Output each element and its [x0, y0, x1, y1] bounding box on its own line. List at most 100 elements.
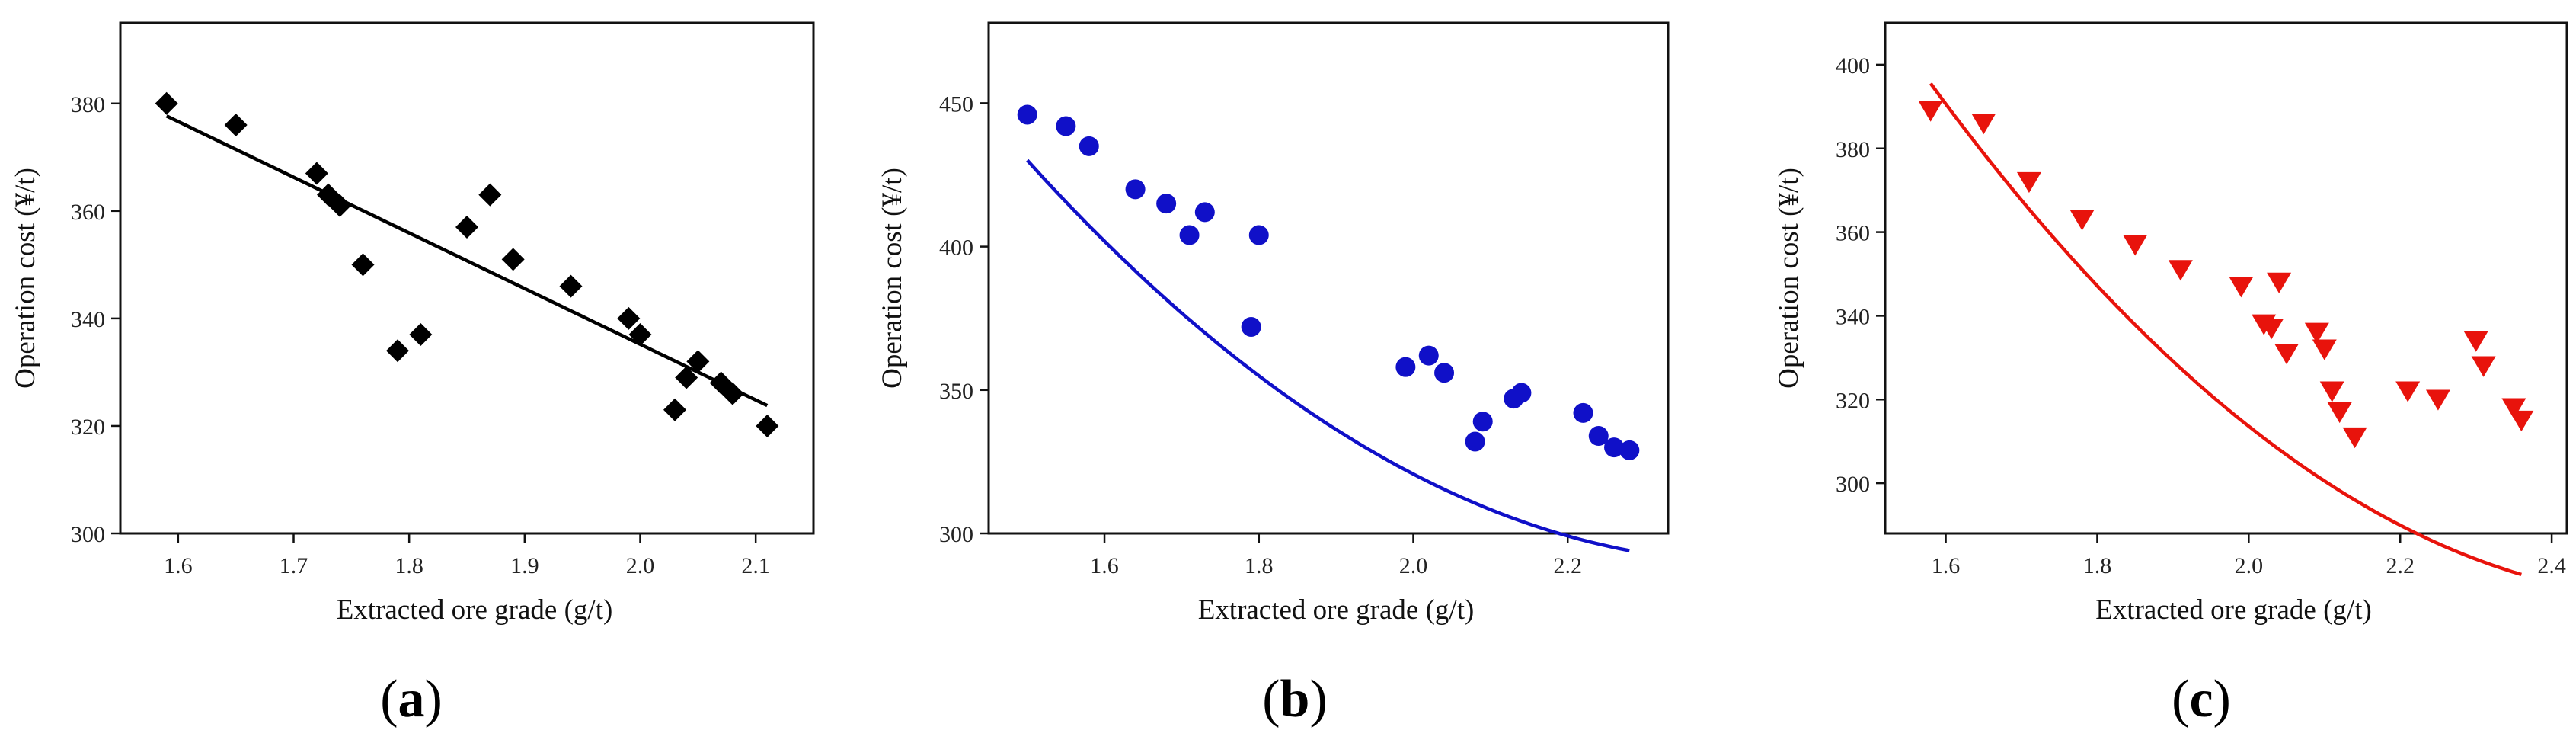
x-tick-label: 2.0 [2235, 553, 2264, 578]
data-point [2168, 260, 2193, 281]
data-point [478, 183, 502, 207]
y-tick-label: 340 [71, 307, 105, 332]
data-point [2425, 389, 2450, 411]
x-tick-label: 1.6 [1090, 553, 1119, 578]
x-axis-label: Extracted ore grade (g/t) [337, 594, 613, 626]
data-point [1017, 104, 1037, 125]
data-point [2312, 339, 2337, 360]
x-tick-label: 2.2 [1553, 553, 1582, 578]
data-point [1604, 437, 1625, 458]
data-point [2274, 344, 2300, 365]
data-point [721, 382, 744, 405]
fit-line [1929, 82, 2522, 577]
y-axis-label: Operation cost (¥/t) [10, 168, 41, 389]
data-point [386, 339, 409, 363]
data-point [1619, 440, 1640, 460]
y-tick-label: 300 [1836, 472, 1870, 497]
x-tick-label: 1.7 [280, 553, 308, 578]
x-tick-label: 2.0 [626, 553, 655, 578]
data-point [1194, 202, 1215, 223]
data-point [1434, 363, 1455, 383]
data-point [2342, 427, 2367, 449]
data-point [2463, 331, 2488, 352]
x-tick-label: 2.1 [741, 553, 770, 578]
fit-line [1026, 159, 1630, 552]
data-point [2327, 402, 2352, 424]
data-point [2509, 410, 2534, 432]
data-point [756, 414, 779, 437]
data-point [1918, 101, 1943, 122]
x-tick-label: 1.8 [395, 553, 423, 578]
data-point [455, 216, 478, 239]
y-axis-label: Operation cost (¥/t) [877, 168, 908, 389]
data-point [501, 248, 525, 271]
data-point [2069, 210, 2095, 231]
y-tick-label: 450 [939, 91, 973, 117]
panel-letter: a [398, 670, 425, 729]
data-point [1079, 136, 1099, 156]
data-point [2501, 398, 2526, 419]
y-tick-label: 360 [71, 200, 105, 225]
chart-panel-b: 1.6 1.8 2.0 2.2 300 350 400 450 Extracted ore gr… [877, 21, 1670, 729]
data-point [617, 306, 641, 330]
data-point [2395, 381, 2421, 402]
panel-label: (a) [380, 670, 443, 729]
fit-line [165, 114, 769, 408]
y-tick-label: 400 [939, 235, 973, 261]
x-tick-label: 1.6 [1932, 553, 1961, 578]
data-point [1465, 431, 1485, 452]
data-point [1418, 345, 1439, 366]
y-tick-label: 350 [939, 379, 973, 404]
data-point [305, 162, 328, 185]
data-point [2267, 272, 2292, 293]
chart-panel-a: 1.6 1.7 1.8 1.9 2.0 2.1 300 320 340 360 380 Extract… [10, 21, 815, 729]
plot-frame [1884, 21, 2568, 535]
data-point [663, 398, 686, 421]
data-point [2319, 381, 2344, 402]
data-point [686, 350, 710, 373]
data-point [1125, 179, 1146, 200]
x-tick-label: 1.8 [2083, 553, 2112, 578]
y-tick-label: 300 [71, 522, 105, 547]
x-tick-label: 1.9 [510, 553, 539, 578]
data-point [409, 323, 433, 347]
x-tick-label: 1.8 [1245, 553, 1274, 578]
data-point [224, 114, 248, 136]
data-point [2304, 322, 2329, 344]
y-tick-label: 380 [1836, 137, 1870, 162]
panel-label: (b) [1262, 670, 1328, 729]
plot-frame [987, 21, 1670, 535]
data-point [2016, 171, 2041, 194]
data-point [1179, 225, 1200, 245]
data-point [1395, 357, 1416, 377]
x-axis-label: Extracted ore grade (g/t) [1198, 594, 1475, 626]
data-point [1511, 383, 1532, 403]
panel-label: (c) [2172, 670, 2231, 729]
y-axis-label: Operation cost (¥/t) [1773, 168, 1804, 389]
data-point [1156, 194, 1177, 214]
data-point [1472, 412, 1493, 432]
y-tick-label: 380 [71, 92, 105, 117]
data-point [559, 274, 583, 298]
data-point [155, 91, 178, 115]
data-point [2259, 319, 2284, 340]
data-point [628, 323, 652, 347]
data-point [675, 366, 698, 389]
data-point [1248, 225, 1269, 245]
x-axis-label: Extracted ore grade (g/t) [2095, 594, 2372, 626]
data-point [1971, 114, 1996, 135]
panel-letter: c [2189, 670, 2213, 729]
data-point [351, 253, 375, 277]
x-tick-label: 2.0 [1399, 553, 1428, 578]
data-point [328, 194, 352, 217]
chart-panel-c: 1.6 1.8 2.0 2.2 2.4 300 320 340 360 380 400 Extract… [1773, 21, 2568, 729]
y-tick-label: 320 [71, 415, 105, 440]
data-point [2123, 235, 2148, 256]
data-point [1056, 116, 1076, 136]
y-tick-label: 340 [1836, 304, 1870, 329]
data-point [1241, 316, 1261, 337]
x-tick-label: 1.6 [164, 553, 193, 578]
y-tick-label: 400 [1836, 53, 1870, 78]
data-point [1573, 402, 1593, 423]
